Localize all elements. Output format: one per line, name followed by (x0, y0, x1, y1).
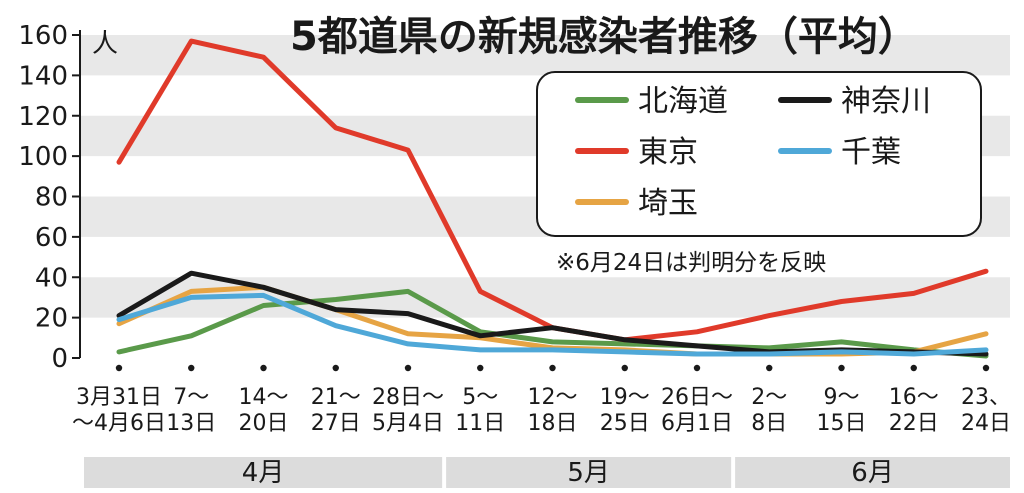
y-tick-label: 160 (18, 21, 68, 51)
x-tick-dot (621, 364, 628, 372)
legend-box (536, 71, 982, 237)
x-tick-dot (260, 364, 267, 372)
x-tick-dot (404, 364, 412, 372)
chart-annotation: ※6月24日は判明分を反映 (556, 250, 826, 276)
month-label: 5月 (567, 458, 610, 488)
x-tick-label: 11日 (455, 411, 505, 436)
legend-label: 埼玉 (638, 186, 698, 221)
x-tick-dot (838, 364, 845, 372)
x-tick-label: 19～ (600, 385, 650, 410)
y-tick-label: 40 (35, 263, 68, 293)
x-tick-dot (693, 364, 701, 372)
x-tick-label: 22日 (889, 411, 939, 436)
month-band (446, 457, 732, 488)
x-tick-dot (477, 364, 484, 372)
x-tick-label: 13日 (166, 411, 216, 436)
x-tick-label: 12～ (528, 385, 578, 410)
legend-label: 北海道 (638, 84, 728, 119)
month-bands: 4月 5月 6月 (84, 457, 1010, 488)
y-tick-label: 140 (18, 61, 68, 91)
x-tick-dot (549, 364, 556, 372)
x-tick-label: 6月1日 (661, 411, 733, 436)
month-band (84, 457, 443, 488)
month-label: 4月 (242, 458, 285, 488)
x-tick-label: 27日 (311, 411, 361, 436)
chart-title: 5都道県の新規感染者推移（平均） (290, 14, 918, 60)
x-tick-label: 21～ (311, 385, 361, 410)
x-tick-dot (910, 364, 917, 372)
x-tick-label: 2～ (751, 385, 787, 410)
y-tick-label: 60 (35, 223, 68, 253)
series-lines (116, 38, 989, 359)
x-tick-dot (332, 364, 339, 372)
y-tick-label: 120 (18, 102, 68, 132)
x-tick-label: 5～ (462, 385, 498, 410)
x-tick-label: 16～ (889, 385, 939, 410)
x-tick-label: 23、 (961, 385, 1011, 410)
month-band (735, 457, 1010, 488)
legend-label: 神奈川 (841, 84, 931, 119)
x-tick-label: 3月31日 (76, 385, 162, 410)
y-tick-label: 20 (35, 304, 68, 334)
y-tick-label: 80 (35, 183, 68, 213)
y-axis-ticks: 0 20 40 60 80 100 120 140 160 (18, 21, 80, 374)
x-tick-label: 9～ (824, 385, 860, 410)
month-label: 6月 (851, 458, 894, 488)
x-tick-label: 26日～ (661, 385, 733, 410)
series-line (116, 292, 989, 357)
x-tick-label: 7～ (173, 385, 209, 410)
x-tick-label: 25日 (600, 411, 650, 436)
x-tick-label: 5月4日 (372, 411, 444, 436)
grid-band (80, 35, 1010, 76)
x-tick-dot (766, 364, 773, 372)
y-tick-label: 0 (51, 344, 68, 374)
x-tick-dot (982, 364, 990, 372)
x-tick-label: 24日 (961, 411, 1011, 436)
x-tick-label: 28日～ (372, 385, 444, 410)
x-tick-dot (115, 364, 123, 372)
legend-label: 千葉 (841, 135, 901, 170)
series-line (116, 288, 989, 359)
x-tick-label: 20日 (239, 411, 289, 436)
x-tick-label: 18日 (528, 411, 578, 436)
x-tick-label: 14～ (239, 385, 289, 410)
x-tick-dot (188, 364, 195, 372)
legend-label: 東京 (638, 135, 698, 170)
y-tick-label: 100 (18, 142, 68, 172)
y-axis-unit: 人 (92, 29, 118, 59)
x-axis-ticks: 3月31日～4月6日 7～13日 14～20日 21～27日 28日～5月4日 5～11日… (72, 385, 1011, 436)
x-axis-dots (115, 364, 990, 372)
x-tick-label: ～4月6日 (72, 411, 166, 436)
x-tick-label: 8日 (751, 411, 787, 436)
x-tick-label: 15日 (817, 411, 867, 436)
